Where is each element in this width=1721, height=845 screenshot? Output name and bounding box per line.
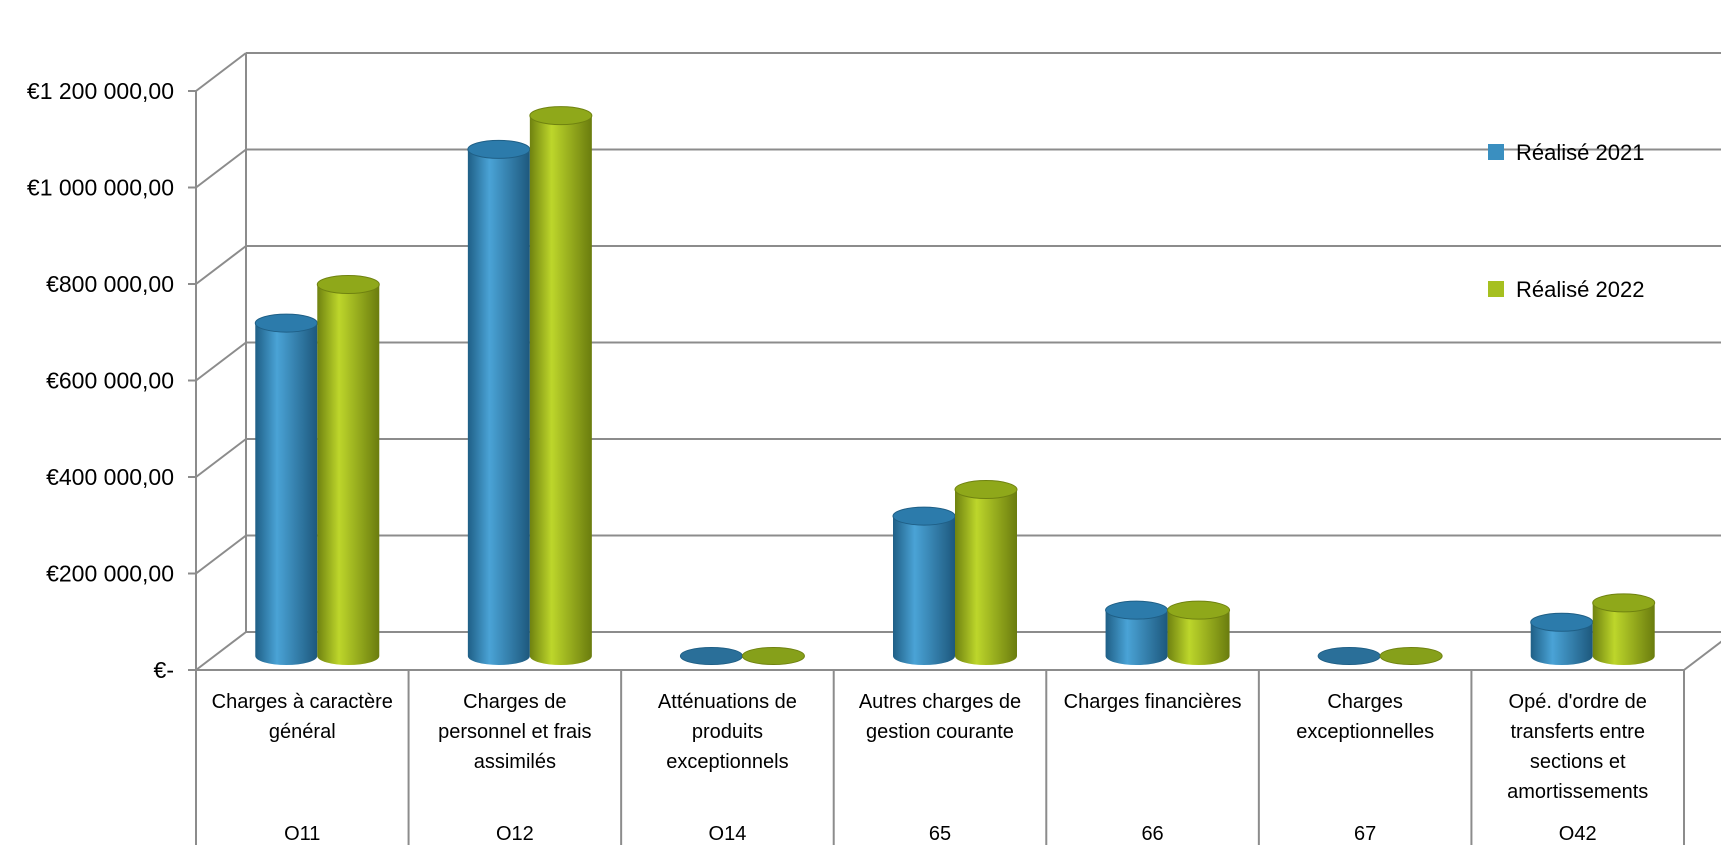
bar-realise-2022 xyxy=(529,106,593,666)
category-code: O11 xyxy=(284,823,320,845)
bar-realise-2021 xyxy=(679,646,743,666)
category-label: Charges financières xyxy=(1064,691,1242,713)
category-code: 67 xyxy=(1354,823,1376,845)
category-label: Charges de personnel et frais assimilés xyxy=(438,691,591,773)
bars xyxy=(254,106,1656,666)
legend-swatch xyxy=(1488,281,1504,297)
side-gridline xyxy=(195,534,247,575)
category-code: 65 xyxy=(929,823,951,845)
y-tick-label: €1 000 000,00 xyxy=(27,175,174,201)
y-axis-tick-labels: €- €200 000,00 €400 000,00 €600 000,00 €800 … xyxy=(27,78,174,683)
category-label: Opé. d'ordre de transferts entre sections … xyxy=(1507,691,1648,803)
bar-realise-2021 xyxy=(1317,646,1381,666)
side-gridline xyxy=(195,148,247,189)
side-gridline xyxy=(195,631,247,671)
legend-label: Réalisé 2021 xyxy=(1516,140,1644,165)
category-labels: Charges à caractère général O11 Charges de p… xyxy=(212,691,1649,845)
bar-realise-2021 xyxy=(1530,612,1594,666)
category-code: O12 xyxy=(496,823,534,845)
category-code: 66 xyxy=(1141,823,1163,845)
bar-realise-2021 xyxy=(254,313,318,666)
side-gridline xyxy=(195,52,247,92)
category-code: O42 xyxy=(1559,823,1597,845)
floor-right-edge xyxy=(1683,640,1721,671)
category-label: Atténuations de produits exceptionnels xyxy=(658,691,797,773)
y-tick-label: €800 000,00 xyxy=(46,271,174,297)
side-gridline xyxy=(195,245,247,285)
y-tick-label: €- xyxy=(154,657,174,683)
side-gridline xyxy=(195,341,247,382)
bar-realise-2022 xyxy=(1592,593,1656,666)
y-tick-label: €600 000,00 xyxy=(46,368,174,394)
bar-realise-2021 xyxy=(467,139,531,665)
category-label: Autres charges de gestion courante xyxy=(859,691,1021,743)
legend-label: Réalisé 2022 xyxy=(1516,277,1644,302)
axes xyxy=(188,53,1721,845)
category-code: O14 xyxy=(709,823,747,845)
bar-realise-2022 xyxy=(1379,646,1443,666)
bar-realise-2022 xyxy=(741,646,805,666)
legend-swatch xyxy=(1488,144,1504,160)
legend: Réalisé 2021 Réalisé 2022 xyxy=(1488,140,1644,302)
bar-realise-2022 xyxy=(316,274,380,666)
y-tick-label: €200 000,00 xyxy=(46,561,174,587)
y-tick-label: €1 200 000,00 xyxy=(27,78,174,104)
bar-realise-2022 xyxy=(1167,600,1231,666)
bar-realise-2021 xyxy=(892,506,956,665)
bar-realise-2022 xyxy=(954,480,1018,665)
bar-realise-2021 xyxy=(1105,600,1169,666)
y-tick-label: €400 000,00 xyxy=(46,464,174,490)
category-label: Charges à caractère général xyxy=(212,691,393,743)
side-gridline xyxy=(195,438,247,478)
category-label: Charges exceptionnelles xyxy=(1296,691,1434,743)
